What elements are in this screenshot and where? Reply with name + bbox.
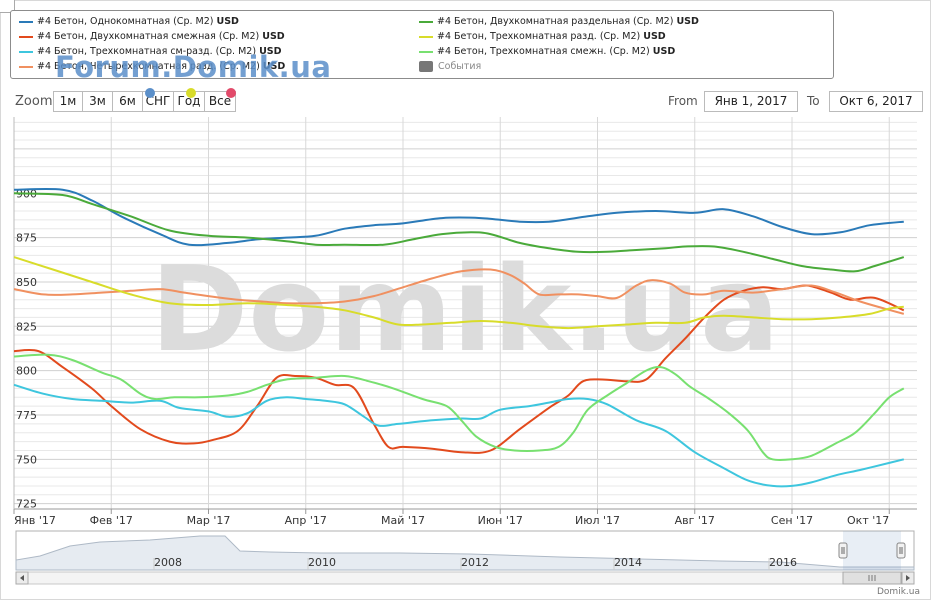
marker-dot-red — [226, 88, 236, 98]
arrow-right-icon — [906, 575, 910, 581]
y-tick-label: 800 — [16, 365, 37, 378]
to-date-input[interactable]: Окт 6, 2017 — [829, 91, 923, 112]
series-line-1 — [13, 187, 904, 247]
legend-unit: USD — [259, 46, 282, 57]
navigator-label: 2010 — [308, 556, 336, 569]
x-tick-label: Мар '17 — [187, 514, 231, 527]
y-tick-label: 775 — [16, 409, 37, 422]
x-tick-label: Июл '17 — [575, 514, 620, 527]
legend-item-1[interactable]: #4 Бетон, Однокомнатная (Ср. М2) USD — [19, 16, 239, 28]
zoom-label: Zoom — [15, 94, 53, 109]
navigator-label: 2016 — [769, 556, 797, 569]
from-date-input[interactable]: Янв 1, 2017 — [704, 91, 798, 112]
legend-swatch — [19, 20, 33, 23]
series-line-4 — [13, 268, 905, 315]
legend-swatch — [419, 20, 433, 23]
series-group — [13, 187, 905, 488]
events-icon — [419, 61, 433, 72]
y-tick-label: 825 — [16, 320, 37, 333]
to-label: To — [807, 94, 820, 108]
x-tick-label: Янв '17 — [14, 514, 56, 527]
watermark-logo: Forum.Domik.ua — [55, 50, 332, 84]
legend-swatch — [419, 35, 433, 38]
legend-label: #4 Бетон, Однокомнатная (Ср. М2) — [37, 16, 214, 27]
legend-unit: USD — [676, 16, 699, 27]
legend-swatch — [19, 35, 33, 38]
legend-label: #4 Бетон, Трехкомнатная см-разд. (Ср. М2… — [37, 46, 257, 57]
legend-unit: USD — [216, 16, 239, 27]
legend-label: #4 Бетон, Двухкомнатная смежная (Ср. М2) — [37, 31, 260, 42]
zoom-button-6m[interactable]: 6м — [112, 91, 143, 112]
watermark-center: Domik.ua — [150, 240, 779, 378]
navigator-label: 2012 — [461, 556, 489, 569]
arrow-left-icon — [20, 575, 24, 581]
legend-item-6[interactable]: #4 Бетон, Трехкомнатная разд. (Ср. М2) U… — [419, 31, 666, 43]
series-line-2 — [13, 284, 905, 454]
legend: #4 Бетон, Однокомнатная (Ср. М2) USD #4 … — [10, 10, 834, 79]
y-tick-label: 875 — [16, 232, 37, 245]
legend-label: #4 Бетон, Трехкомнатная разд. (Ср. М2) — [437, 31, 641, 42]
marker-dot-yellow — [186, 88, 196, 98]
x-tick-label: Июн '17 — [478, 514, 523, 527]
legend-swatch — [19, 50, 33, 53]
zoom-button-1m[interactable]: 1м — [53, 91, 83, 112]
scrollbar-track — [15, 571, 915, 585]
from-label: From — [668, 94, 698, 108]
legend-label: #4 Бетон, Трехкомнатная смежн. (Ср. М2) — [437, 46, 650, 57]
legend-unit: USD — [643, 31, 666, 42]
series-line-6 — [13, 256, 904, 330]
navigator-selection — [843, 531, 901, 570]
corner-toggle[interactable] — [0, 0, 15, 13]
x-tick-label: Авг '17 — [675, 514, 715, 527]
x-tick-label: Сен '17 — [771, 514, 813, 527]
navigator-handle[interactable] — [896, 542, 906, 559]
legend-label: #4 Бетон, Двухкомнатная раздельная (Ср. … — [437, 16, 674, 27]
x-tick-label: Апр '17 — [285, 514, 327, 527]
legend-item-5[interactable]: #4 Бетон, Двухкомнатная раздельная (Ср. … — [419, 16, 699, 28]
legend-unit: USD — [262, 31, 285, 42]
legend-item-3[interactable]: #4 Бетон, Трехкомнатная см-разд. (Ср. М2… — [19, 46, 282, 58]
navigator-label: 2014 — [614, 556, 642, 569]
navigator-label: 2008 — [154, 556, 182, 569]
legend-item-events[interactable]: События — [419, 61, 481, 73]
navigator-handle[interactable] — [838, 542, 848, 559]
legend-label: События — [438, 61, 482, 72]
zoom-button-3m[interactable]: 3м — [82, 91, 113, 112]
legend-swatch — [19, 65, 33, 68]
legend-item-7[interactable]: #4 Бетон, Трехкомнатная смежн. (Ср. М2) … — [419, 46, 675, 58]
x-tick-label: Май '17 — [381, 514, 425, 527]
y-tick-label: 750 — [16, 453, 37, 466]
grid — [13, 117, 917, 510]
x-tick-label: Фев '17 — [90, 514, 133, 527]
y-tick-label: 850 — [16, 276, 37, 289]
x-tick-label: Окт '17 — [847, 514, 889, 527]
legend-item-2[interactable]: #4 Бетон, Двухкомнатная смежная (Ср. М2)… — [19, 31, 285, 43]
series-line-7 — [13, 353, 905, 461]
legend-label: #4 Бетон, Четырехкомнатная разд. (Ср. М2… — [37, 61, 260, 72]
navigator-area — [15, 535, 915, 571]
footer-credit: Domik.ua — [877, 587, 920, 597]
legend-swatch — [419, 50, 433, 53]
navigator[interactable]: 2008 2010 2012 2014 2016 — [15, 530, 915, 585]
marker-dot-blue — [145, 88, 155, 98]
series-line-3 — [13, 383, 905, 488]
legend-item-4[interactable]: #4 Бетон, Четырехкомнатная разд. (Ср. М2… — [19, 61, 285, 73]
y-tick-label: 725 — [16, 498, 37, 511]
series-line-5 — [13, 192, 905, 273]
legend-unit: USD — [652, 46, 676, 57]
x-axis: Янв '17 Фев '17 Мар '17 Апр '17 Май '17 Июн '… — [13, 509, 890, 527]
legend-unit: USD — [262, 61, 286, 72]
